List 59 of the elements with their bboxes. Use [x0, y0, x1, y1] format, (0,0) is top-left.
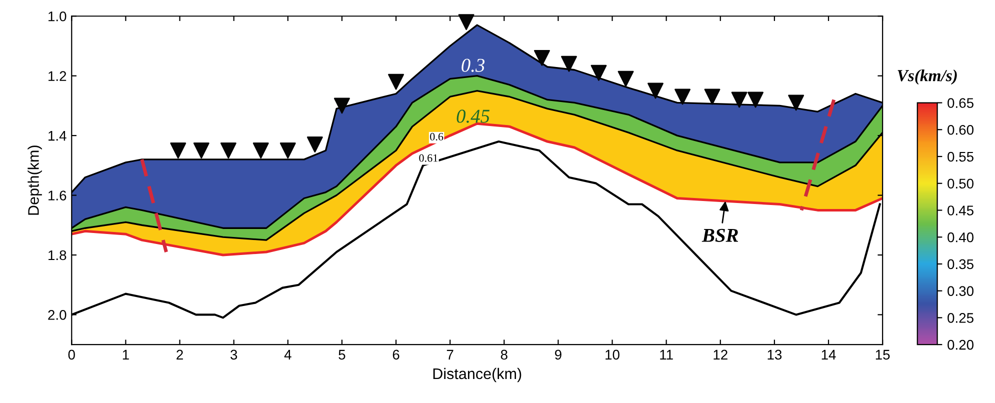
y-tick-label: 2.0	[48, 310, 66, 320]
x-tick-label: 4	[284, 350, 292, 360]
point	[193, 142, 210, 158]
point	[334, 98, 350, 114]
point	[648, 82, 664, 99]
point	[534, 50, 550, 66]
point	[674, 88, 691, 105]
color-bar-label: 0.30	[948, 286, 974, 296]
point	[306, 136, 323, 152]
x-tick-label: 3	[230, 350, 238, 360]
point	[704, 88, 720, 105]
point	[590, 64, 607, 81]
point	[731, 92, 748, 108]
point	[170, 142, 186, 158]
annotation: 0.45	[456, 110, 490, 123]
x-tick-label: 6	[392, 350, 400, 360]
x-tick-label: 14	[822, 350, 836, 360]
color-bar-label: 0.60	[948, 124, 974, 135]
y-tick-label: 1.0	[48, 11, 66, 22]
color-bar-label: 0.40	[948, 232, 974, 242]
color-bar-label: 0.65	[948, 98, 974, 108]
point	[220, 142, 236, 158]
x-tick-label: 2	[176, 350, 183, 360]
point	[458, 14, 474, 30]
color-bar-label: 0.35	[948, 259, 974, 270]
x-axis-title: Distance(km)	[433, 368, 522, 382]
point	[388, 74, 404, 90]
x-tick-label: 5	[338, 350, 346, 360]
color-bar-label: 0.55	[948, 152, 974, 162]
annotation: 0.3	[462, 58, 485, 72]
x-tick-label: 13	[768, 350, 782, 360]
y-tick-label: 1.2	[48, 71, 66, 81]
point	[252, 142, 269, 158]
point	[788, 94, 804, 111]
x-tick-label: 9	[554, 350, 562, 360]
color-bar-label: 0.25	[948, 313, 974, 323]
color-bar-title: Vs(km/s)	[898, 70, 957, 85]
color-bar-label: 0.20	[948, 340, 974, 350]
y-tick-label: 1.4	[48, 131, 66, 141]
x-tick-label: 1	[122, 350, 129, 360]
x-tick-label: 10	[606, 350, 620, 360]
y-tick-label: 1.8	[48, 250, 66, 260]
y-tick-label: 1.6	[48, 190, 66, 200]
x-tick-label: 8	[500, 350, 508, 360]
annotation: BSR	[702, 228, 738, 242]
x-tick-label: 15	[876, 350, 890, 360]
x-tick-label: 0	[68, 350, 75, 360]
x-tick-label: 12	[714, 350, 728, 360]
x-tick-label: 11	[660, 350, 673, 360]
point	[748, 92, 764, 108]
color-bar-label: 0.50	[948, 178, 974, 189]
color-bar-label: 0.45	[948, 206, 974, 216]
point	[280, 142, 296, 158]
point	[561, 56, 577, 72]
annotation: 0.6	[430, 132, 444, 140]
annotation: 0.61	[419, 154, 438, 162]
x-tick-label: 7	[446, 350, 454, 360]
y-axis-title: Depth(km)	[28, 146, 42, 215]
point	[618, 70, 634, 87]
